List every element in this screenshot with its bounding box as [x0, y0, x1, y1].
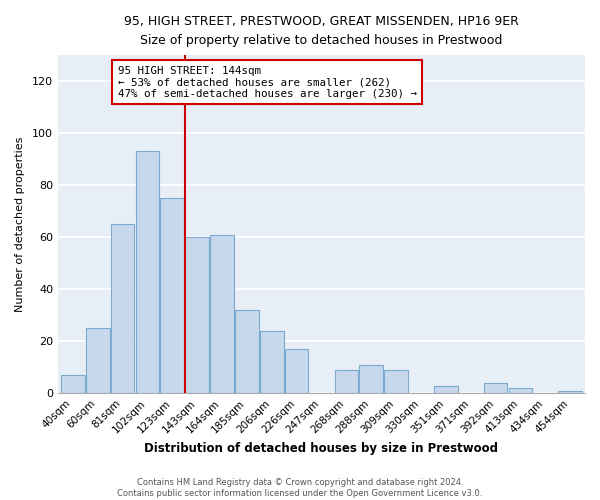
Bar — [160, 198, 184, 394]
Bar — [558, 390, 582, 394]
X-axis label: Distribution of detached houses by size in Prestwood: Distribution of detached houses by size … — [145, 442, 499, 455]
Text: 95 HIGH STREET: 144sqm
← 53% of detached houses are smaller (262)
47% of semi-de: 95 HIGH STREET: 144sqm ← 53% of detached… — [118, 66, 416, 98]
Bar — [509, 388, 532, 394]
Bar — [235, 310, 259, 394]
Title: 95, HIGH STREET, PRESTWOOD, GREAT MISSENDEN, HP16 9ER
Size of property relative : 95, HIGH STREET, PRESTWOOD, GREAT MISSEN… — [124, 15, 519, 47]
Bar — [484, 383, 508, 394]
Y-axis label: Number of detached properties: Number of detached properties — [15, 136, 25, 312]
Bar — [210, 234, 234, 394]
Bar — [434, 386, 458, 394]
Bar — [86, 328, 110, 394]
Bar — [260, 331, 284, 394]
Bar — [285, 349, 308, 394]
Bar — [111, 224, 134, 394]
Text: Contains HM Land Registry data © Crown copyright and database right 2024.
Contai: Contains HM Land Registry data © Crown c… — [118, 478, 482, 498]
Bar — [136, 152, 159, 394]
Bar — [384, 370, 408, 394]
Bar — [359, 364, 383, 394]
Bar — [61, 375, 85, 394]
Bar — [335, 370, 358, 394]
Bar — [185, 237, 209, 394]
